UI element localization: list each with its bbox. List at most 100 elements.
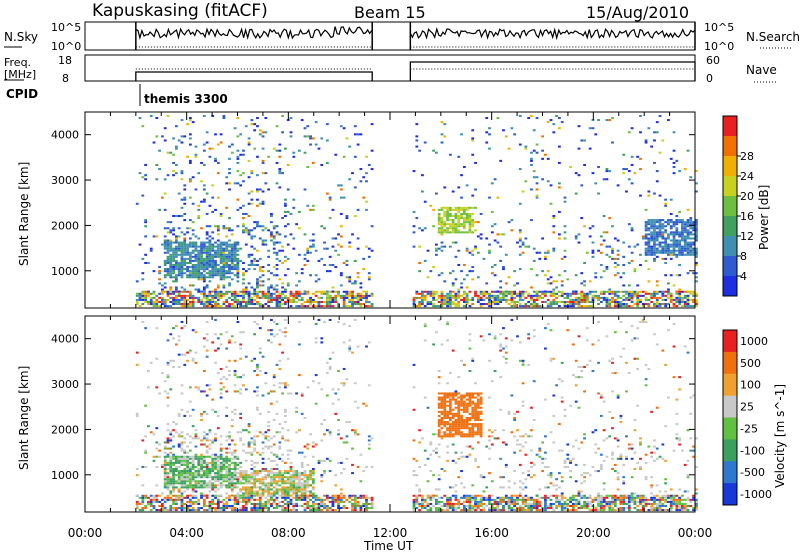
echo-cell <box>457 498 461 501</box>
echo-cell <box>233 463 237 466</box>
echo-cell <box>135 507 139 510</box>
echo-cell <box>261 480 265 483</box>
echo-cell <box>242 296 245 299</box>
echo-cell <box>353 433 357 436</box>
echo-cell <box>457 410 461 413</box>
echo-cell <box>507 303 511 306</box>
echo-cell <box>230 478 234 481</box>
echo-cell <box>351 233 354 236</box>
echo-cell <box>250 359 254 362</box>
echo-cell <box>599 290 603 293</box>
echo-cell <box>177 459 181 462</box>
echo-cell <box>457 217 461 220</box>
echo-cell <box>370 500 374 503</box>
echo-cell <box>172 280 175 283</box>
echo-cell <box>311 472 315 475</box>
echo-cell <box>320 509 324 512</box>
echo-cell <box>172 255 175 258</box>
echo-cell <box>437 509 441 512</box>
echo-cell <box>247 298 251 301</box>
echo-cell <box>544 300 547 304</box>
echo-cell <box>594 182 598 185</box>
echo-cell <box>303 496 307 499</box>
echo-cell <box>563 200 567 203</box>
echo-cell <box>669 221 673 224</box>
echo-cell <box>244 494 248 497</box>
echo-cell <box>370 303 374 306</box>
echo-cell <box>563 292 567 295</box>
echo-cell <box>208 255 212 258</box>
echo-cell <box>471 296 475 299</box>
echo-cell <box>261 280 265 283</box>
echo-cell <box>521 292 525 295</box>
echo-cell <box>186 455 189 458</box>
echo-cell <box>228 270 231 273</box>
echo-cell <box>530 305 533 308</box>
echo-cell <box>267 482 271 485</box>
echo-cell <box>244 288 248 291</box>
echo-cell <box>362 494 366 497</box>
echo-cell <box>457 223 461 226</box>
echo-cell <box>625 303 628 306</box>
echo-cell <box>448 212 452 215</box>
echo-cell <box>188 502 192 505</box>
echo-cell <box>188 476 192 479</box>
echo-cell <box>278 431 282 434</box>
echo-cell <box>191 467 195 471</box>
echo-cell <box>194 257 198 260</box>
echo-cell <box>211 482 215 485</box>
echo-cell <box>412 303 416 306</box>
echo-cell <box>457 231 461 234</box>
echo-cell <box>205 339 209 342</box>
echo-cell <box>239 184 243 187</box>
echo-cell <box>653 131 656 134</box>
echo-cell <box>328 433 332 436</box>
echo-cell <box>180 443 184 446</box>
echo-cell <box>253 435 257 438</box>
echo-cell <box>328 470 332 473</box>
echo-cell <box>454 212 458 215</box>
echo-cell <box>174 261 178 264</box>
echo-cell <box>205 261 209 264</box>
echo-cell <box>370 123 374 126</box>
echo-cell <box>188 494 192 497</box>
echo-cell <box>655 121 659 124</box>
echo-cell <box>295 296 298 299</box>
echo-cell <box>446 296 449 299</box>
echo-cell <box>457 186 461 189</box>
echo-cell <box>272 227 276 230</box>
echo-cell <box>314 121 318 124</box>
echo-cell <box>225 472 229 475</box>
echo-cell <box>493 296 497 299</box>
echo-cell <box>197 288 201 291</box>
echo-cell <box>225 259 229 262</box>
echo-cell <box>636 294 640 297</box>
echo-cell <box>214 439 217 442</box>
echo-cell <box>541 237 545 240</box>
echo-cell <box>272 286 276 289</box>
echo-cell <box>518 268 522 271</box>
echo-cell <box>448 292 452 295</box>
echo-cell <box>695 221 698 224</box>
echo-cell <box>639 194 642 197</box>
echo-cell <box>686 294 690 297</box>
echo-cell <box>678 245 682 248</box>
echo-cell <box>169 490 173 493</box>
echo-cell <box>437 274 441 277</box>
echo-cell <box>552 225 556 228</box>
echo-cell <box>267 339 271 342</box>
echo-cell <box>661 257 665 260</box>
echo-cell <box>219 259 223 262</box>
echo-cell <box>253 504 257 508</box>
echo-cell <box>412 502 416 505</box>
echo-cell <box>242 274 245 277</box>
echo-cell <box>488 251 491 254</box>
echo-cell <box>183 451 187 454</box>
echo-cell <box>233 486 237 489</box>
echo-cell <box>616 253 620 256</box>
echo-cell <box>284 290 287 293</box>
echo-cell <box>418 441 422 444</box>
echo-cell <box>264 431 268 434</box>
echo-cell <box>219 305 223 308</box>
echo-cell <box>202 500 206 503</box>
